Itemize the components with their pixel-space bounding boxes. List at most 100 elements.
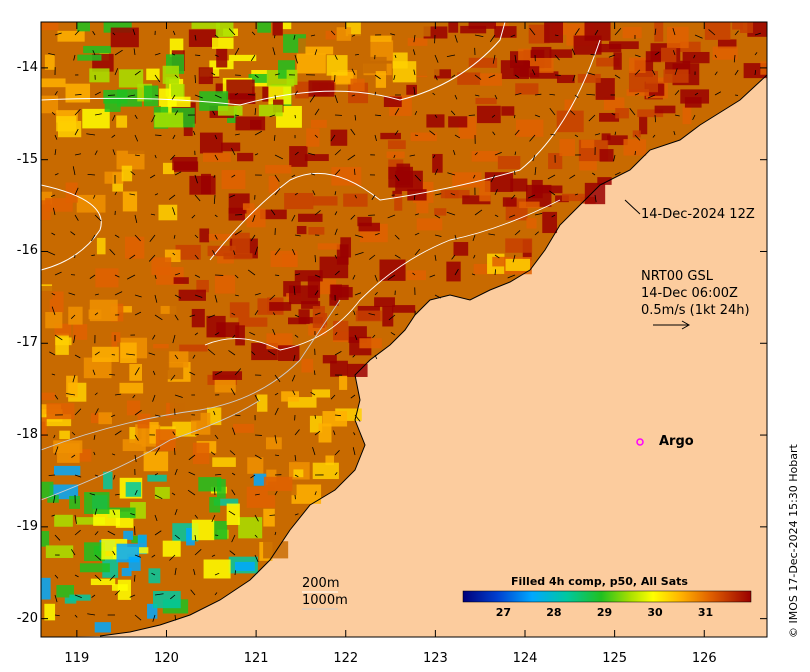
current-vector	[94, 574, 102, 582]
sst-cell	[286, 69, 298, 85]
sst-cell	[41, 577, 51, 600]
sst-cell	[265, 381, 294, 392]
current-vector	[613, 154, 616, 162]
current-vector	[150, 213, 156, 216]
sst-cell	[124, 236, 145, 259]
sst-cell	[615, 108, 629, 119]
current-vector	[513, 114, 516, 119]
sst-cell	[203, 559, 231, 579]
current-vector	[374, 274, 378, 282]
current-vector	[414, 213, 420, 216]
current-vector	[354, 292, 362, 296]
colorbar-tick-label: 29	[596, 606, 613, 619]
current-vector	[334, 351, 342, 356]
current-vector	[614, 172, 621, 176]
sst-cell	[104, 96, 121, 112]
current-vector	[194, 234, 199, 239]
sst-cell	[281, 391, 299, 402]
current-vector	[333, 430, 336, 436]
sst-cell	[317, 243, 340, 250]
current-vector	[148, 352, 156, 356]
current-vector	[214, 294, 218, 303]
current-vector	[574, 193, 578, 196]
current-vector	[214, 234, 218, 240]
current-vector	[293, 354, 296, 362]
sst-cell	[111, 332, 121, 353]
current-vector	[294, 273, 301, 276]
current-vector	[471, 273, 476, 276]
sst-cell	[235, 116, 266, 131]
current-vector	[51, 373, 56, 376]
sst-cell	[45, 312, 63, 329]
sst-cell	[215, 83, 226, 94]
sst-cell	[84, 542, 106, 562]
current-vector	[154, 274, 157, 280]
current-vector	[114, 493, 120, 496]
sst-cell	[55, 337, 72, 346]
current-vector	[114, 430, 122, 436]
current-vector	[334, 270, 340, 276]
sst-cell	[54, 323, 72, 336]
sst-cell	[41, 481, 54, 499]
current-vector	[274, 154, 284, 160]
sst-cell	[322, 355, 337, 364]
current-vector	[174, 110, 179, 116]
current-vector	[174, 614, 177, 621]
current-vector	[291, 174, 296, 178]
current-vector	[432, 154, 436, 159]
sst-cell	[41, 22, 59, 31]
current-vector	[409, 154, 416, 157]
sst-cell	[123, 530, 134, 540]
current-vector	[388, 314, 396, 321]
current-vector	[394, 234, 400, 240]
lat-tick-label: -14	[16, 59, 38, 75]
sst-cell	[559, 138, 576, 157]
colorbar-tick-label: 31	[697, 606, 714, 619]
contour-200m	[41, 22, 506, 106]
sst-cell	[212, 37, 234, 49]
current-vector	[93, 451, 96, 456]
sst-cell	[661, 47, 677, 63]
current-vector	[394, 254, 401, 259]
current-vector	[432, 92, 436, 96]
sst-cell	[125, 482, 142, 497]
current-vector	[74, 128, 79, 136]
current-vector	[352, 354, 356, 358]
current-vector	[489, 34, 496, 43]
sst-cell	[350, 78, 365, 92]
sst-cell	[358, 222, 380, 232]
current-vector	[53, 207, 56, 216]
current-vector	[192, 354, 196, 359]
current-vector	[674, 68, 678, 76]
current-vector	[694, 34, 703, 39]
sst-cell	[253, 473, 267, 486]
current-vector	[529, 134, 536, 142]
current-vector	[510, 34, 516, 38]
current-vector	[73, 334, 76, 343]
current-vector	[272, 47, 276, 56]
current-vector	[134, 114, 138, 119]
current-vector	[229, 194, 236, 198]
sst-cell	[44, 603, 56, 621]
current-vector	[149, 174, 156, 179]
sst-cell	[381, 22, 406, 28]
current-vector	[214, 134, 218, 140]
current-vector	[94, 293, 99, 296]
current-vector	[114, 393, 122, 396]
current-vector	[94, 214, 102, 222]
sst-cell	[198, 477, 222, 492]
sst-cell	[406, 270, 427, 281]
current-vector	[251, 31, 256, 36]
sst-cell	[175, 244, 201, 260]
sst-cell	[416, 218, 443, 231]
sst-cell	[127, 134, 152, 155]
current-vector	[94, 408, 99, 416]
current-vector	[694, 92, 699, 96]
current-vector	[233, 250, 236, 256]
current-vector	[74, 474, 82, 478]
lon-tick-label: 119	[64, 651, 90, 666]
current-vector	[611, 112, 616, 116]
current-vector	[74, 214, 79, 221]
current-vector	[569, 110, 576, 116]
sst-cell	[519, 66, 540, 78]
